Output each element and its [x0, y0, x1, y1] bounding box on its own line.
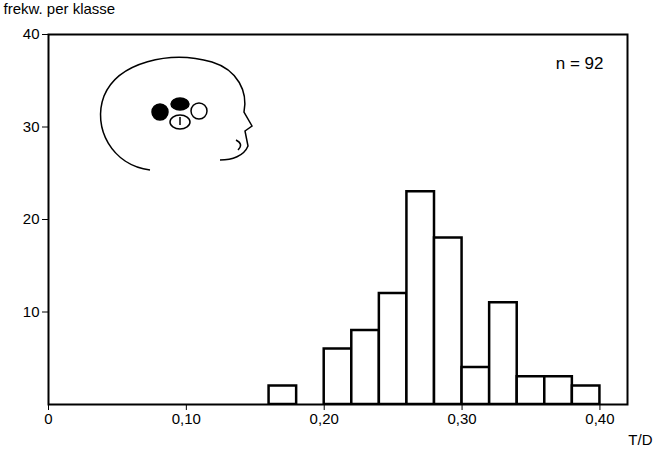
svg-text:n = 92: n = 92 — [556, 54, 604, 73]
svg-text:40: 40 — [23, 25, 40, 42]
svg-text:10: 10 — [23, 303, 40, 320]
svg-text:0: 0 — [44, 410, 52, 427]
svg-text:0,10: 0,10 — [172, 410, 201, 427]
svg-text:0,40: 0,40 — [585, 410, 614, 427]
svg-text:T/D: T/D — [628, 431, 652, 448]
svg-text:30: 30 — [23, 118, 40, 135]
svg-text:0,30: 0,30 — [447, 410, 476, 427]
svg-text:20: 20 — [23, 210, 40, 227]
svg-text:0,20: 0,20 — [310, 410, 339, 427]
svg-text:frekw. per klasse: frekw. per klasse — [4, 0, 116, 17]
